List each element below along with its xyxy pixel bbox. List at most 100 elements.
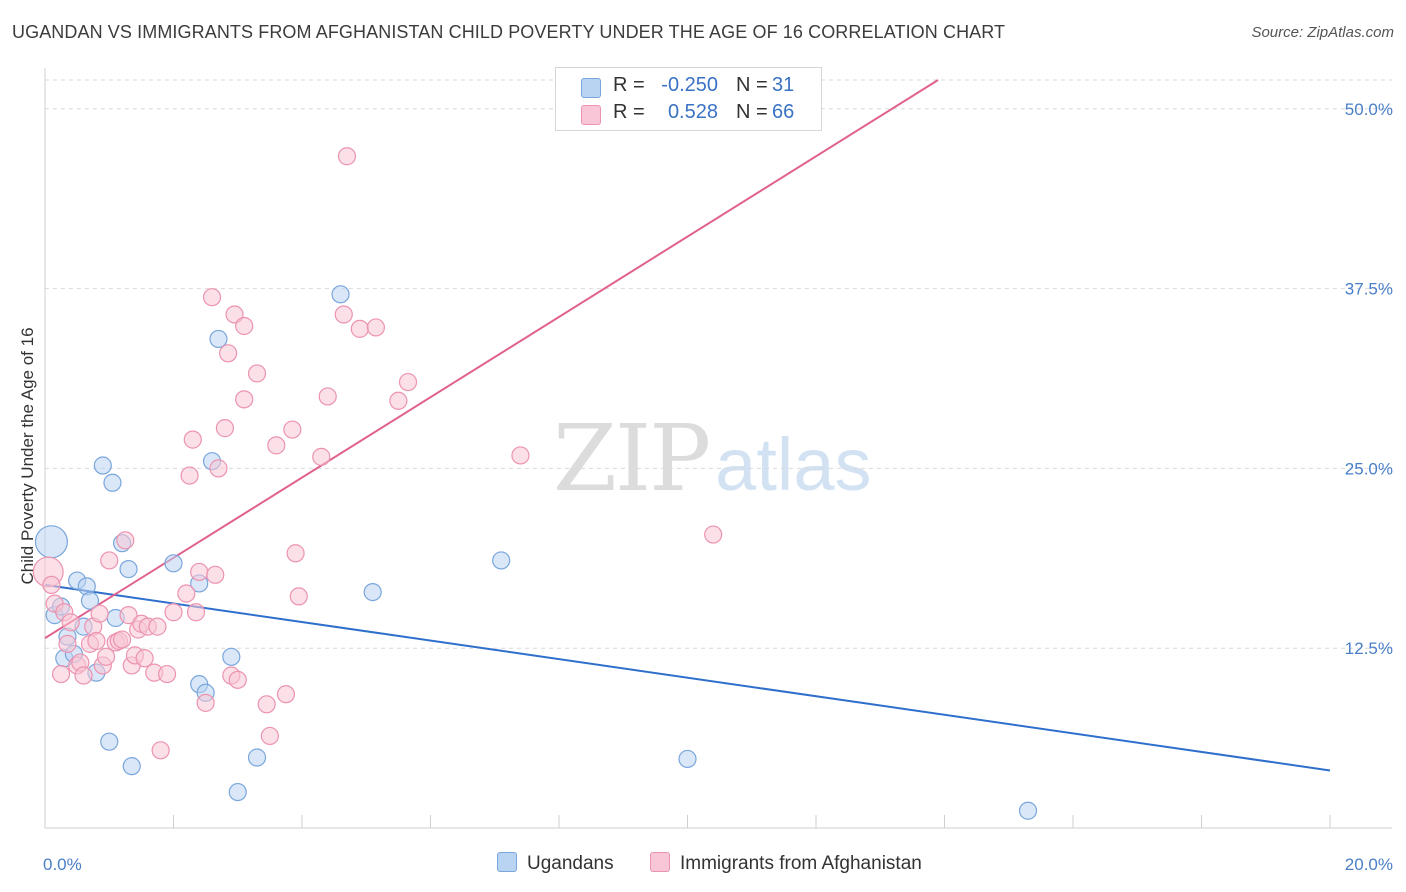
- point-ugandans: [363, 582, 382, 602]
- point-afghan: [289, 587, 308, 606]
- point-ugandans: [678, 749, 697, 769]
- point-afghan: [206, 565, 225, 584]
- point-afghan: [398, 372, 418, 392]
- point-afghan: [112, 630, 132, 649]
- bottom-legend-swatch-ugandans: [497, 852, 517, 872]
- point-afghan: [116, 531, 135, 550]
- point-afghan: [257, 695, 276, 714]
- legend-swatch-ugandans: [581, 78, 601, 98]
- x-tick-label: 20.0%: [1345, 855, 1393, 874]
- point-afghan: [215, 419, 234, 438]
- point-afghan: [183, 430, 202, 449]
- legend-swatch-afghan: [581, 105, 601, 125]
- point-afghan: [276, 685, 296, 704]
- legend-r-value: -0.250: [661, 74, 718, 96]
- point-afghan: [148, 617, 167, 636]
- point-ugandans: [164, 554, 183, 573]
- bottom-legend-ugandans: Ugandans: [497, 852, 614, 875]
- point-ugandans: [80, 591, 100, 610]
- grid-lines: [45, 79, 1392, 649]
- legend-row-ugandans: R = -0.250 N = 31: [556, 74, 821, 102]
- source-label: Source: ZipAtlas.com: [1251, 24, 1394, 41]
- point-afghan: [42, 575, 61, 595]
- point-afghan: [260, 726, 279, 746]
- point-afghan: [511, 446, 530, 465]
- legend-n-label: N =: [736, 74, 768, 96]
- legend: R = -0.250 N = 31 R = 0.528 N = 66: [555, 67, 822, 131]
- point-afghan: [202, 288, 222, 307]
- bottom-legend-swatch-afghan: [650, 852, 670, 872]
- chart-title: UGANDAN VS IMMIGRANTS FROM AFGHANISTAN C…: [12, 22, 1006, 42]
- point-afghan: [61, 613, 80, 632]
- y-tick-label: 25.0%: [1345, 459, 1393, 478]
- point-ugandans: [34, 525, 68, 559]
- point-afghan: [157, 664, 177, 684]
- point-afghan: [283, 420, 302, 439]
- legend-r-label: R =: [613, 74, 645, 96]
- point-afghan: [209, 459, 228, 478]
- y-axis-label: Child Poverty Under the Age of 16: [18, 327, 37, 584]
- point-ugandans: [122, 757, 141, 776]
- point-ugandans: [103, 473, 122, 492]
- axes: [44, 68, 1392, 829]
- point-ugandans: [247, 748, 267, 767]
- x-tick-label: 0.0%: [43, 855, 82, 874]
- point-afghan: [267, 436, 286, 455]
- point-afghan: [350, 319, 369, 338]
- point-afghan: [235, 390, 254, 409]
- bottom-legend-label-afghan: Immigrants from Afghanistan: [680, 853, 922, 874]
- point-afghan: [135, 649, 154, 668]
- bottom-legend-afghan: Immigrants from Afghanistan: [650, 852, 922, 875]
- point-afghan: [186, 603, 206, 622]
- y-tick-label: 12.5%: [1345, 639, 1393, 658]
- point-afghan: [177, 584, 196, 603]
- legend-n-label: N =: [736, 101, 768, 123]
- point-ugandans: [228, 782, 247, 802]
- point-afghan: [312, 447, 331, 466]
- point-ugandans: [331, 285, 350, 304]
- legend-row-afghan: R = 0.528 N = 66: [556, 101, 821, 129]
- trend-lines: [44, 79, 1331, 772]
- point-afghan: [318, 387, 337, 406]
- y-tick-label: 50.0%: [1345, 100, 1393, 119]
- trend-line-afghan: [44, 79, 939, 639]
- point-afghan: [90, 604, 109, 623]
- point-ugandans: [209, 329, 228, 349]
- point-afghan: [119, 606, 138, 625]
- point-afghan: [366, 318, 385, 337]
- point-afghan: [228, 670, 247, 689]
- point-afghan: [180, 466, 199, 485]
- point-afghan: [58, 634, 77, 653]
- legend-n-value: 31: [772, 74, 795, 96]
- point-afghan: [219, 344, 238, 363]
- point-ugandans: [100, 732, 119, 751]
- point-afghan: [190, 562, 209, 582]
- points: [32, 147, 1038, 820]
- point-afghan: [334, 305, 353, 324]
- point-ugandans: [222, 647, 241, 666]
- point-ugandans: [1018, 801, 1038, 820]
- point-afghan: [100, 551, 119, 570]
- legend-r-value: 0.528: [667, 101, 718, 123]
- bottom-legend-label-ugandans: Ugandans: [527, 853, 614, 874]
- point-ugandans: [492, 551, 511, 570]
- legend-n-value: 66: [772, 101, 795, 123]
- point-afghan: [235, 316, 254, 336]
- point-ugandans: [93, 456, 112, 475]
- point-afghan: [164, 603, 183, 622]
- point-afghan: [196, 693, 215, 712]
- point-afghan: [337, 147, 357, 166]
- point-afghan: [704, 525, 723, 544]
- legend-r-label: R =: [613, 101, 645, 123]
- point-afghan: [51, 664, 71, 684]
- point-afghan: [389, 391, 408, 410]
- point-afghan: [87, 631, 106, 651]
- point-afghan: [96, 647, 116, 666]
- point-ugandans: [119, 559, 138, 579]
- point-afghan: [247, 364, 267, 383]
- point-afghan: [286, 544, 305, 563]
- point-afghan: [74, 666, 93, 685]
- trend-line-ugandans: [44, 583, 1331, 772]
- point-afghan: [151, 741, 170, 760]
